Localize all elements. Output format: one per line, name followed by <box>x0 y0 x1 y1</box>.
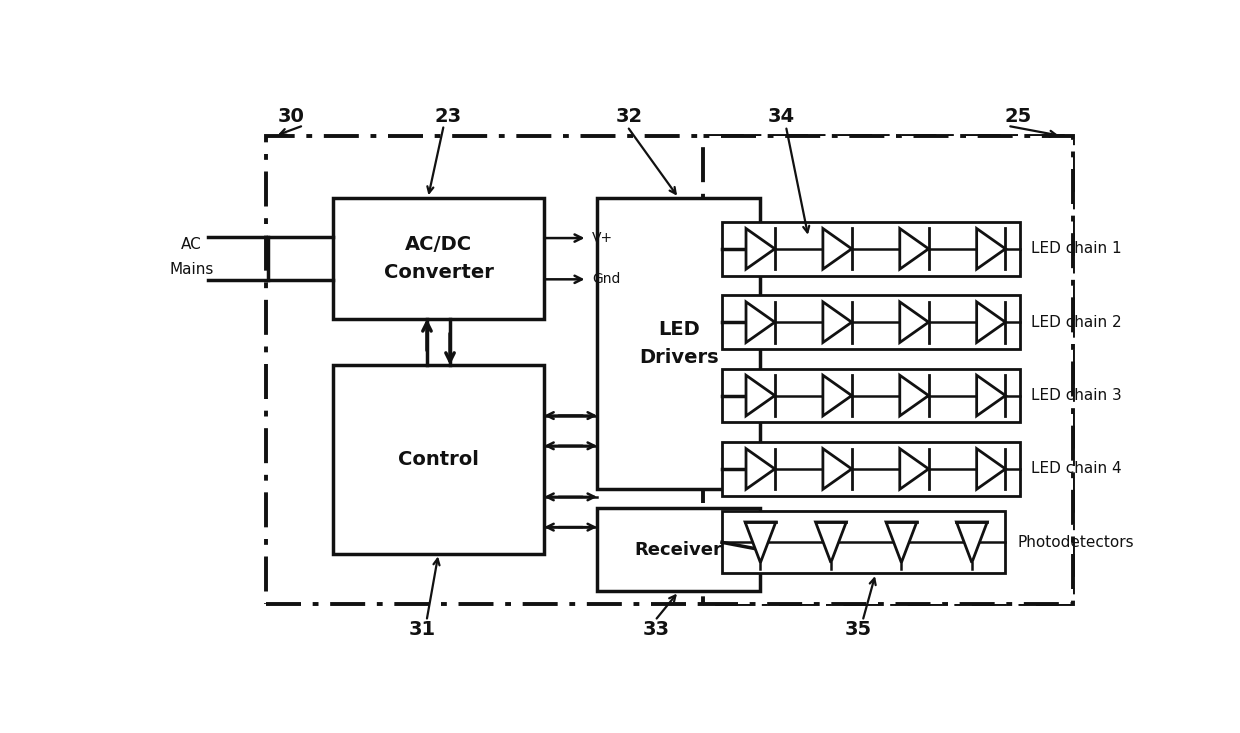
Text: 32: 32 <box>615 107 642 125</box>
Text: 25: 25 <box>1004 107 1032 125</box>
Polygon shape <box>977 375 1006 416</box>
Bar <box>722 512 1006 573</box>
Bar <box>596 198 760 489</box>
Polygon shape <box>745 522 776 563</box>
Bar <box>703 136 1073 605</box>
Polygon shape <box>900 375 929 416</box>
Text: LED chain 4: LED chain 4 <box>1032 462 1122 476</box>
Text: Mains: Mains <box>170 262 213 278</box>
Polygon shape <box>887 522 916 563</box>
Text: Gnd: Gnd <box>593 273 621 287</box>
Polygon shape <box>900 449 929 489</box>
Polygon shape <box>746 302 775 342</box>
Polygon shape <box>823 375 852 416</box>
Polygon shape <box>823 229 852 269</box>
Text: Receiver: Receiver <box>635 541 723 559</box>
Bar <box>722 369 1021 422</box>
Polygon shape <box>823 302 852 342</box>
Text: LED chain 2: LED chain 2 <box>1032 314 1122 330</box>
Text: LED chain 1: LED chain 1 <box>1032 241 1122 257</box>
Polygon shape <box>956 522 987 563</box>
Bar <box>722 442 1021 496</box>
Polygon shape <box>746 449 775 489</box>
Text: LED
Drivers: LED Drivers <box>639 320 718 366</box>
Bar <box>722 222 1021 276</box>
Polygon shape <box>977 449 1006 489</box>
Polygon shape <box>977 302 1006 342</box>
Polygon shape <box>746 229 775 269</box>
Text: 23: 23 <box>434 107 461 125</box>
Text: 34: 34 <box>768 107 795 125</box>
Polygon shape <box>823 449 852 489</box>
Bar <box>332 198 544 320</box>
Polygon shape <box>977 229 1006 269</box>
Bar <box>596 508 760 592</box>
Bar <box>265 136 1073 605</box>
Polygon shape <box>900 229 929 269</box>
Bar <box>332 364 544 553</box>
Text: AC/DC
Converter: AC/DC Converter <box>383 235 494 282</box>
Polygon shape <box>816 522 846 563</box>
Text: Photodetectors: Photodetectors <box>1017 535 1133 550</box>
Text: 35: 35 <box>844 620 872 639</box>
Text: 30: 30 <box>278 107 305 125</box>
Polygon shape <box>746 375 775 416</box>
Text: Control: Control <box>398 449 479 468</box>
Polygon shape <box>900 302 929 342</box>
Text: LED chain 3: LED chain 3 <box>1032 388 1122 403</box>
Text: V+: V+ <box>593 231 614 245</box>
Bar <box>722 295 1021 349</box>
Text: AC: AC <box>181 237 202 252</box>
Text: 31: 31 <box>409 620 435 639</box>
Text: 33: 33 <box>644 620 670 639</box>
